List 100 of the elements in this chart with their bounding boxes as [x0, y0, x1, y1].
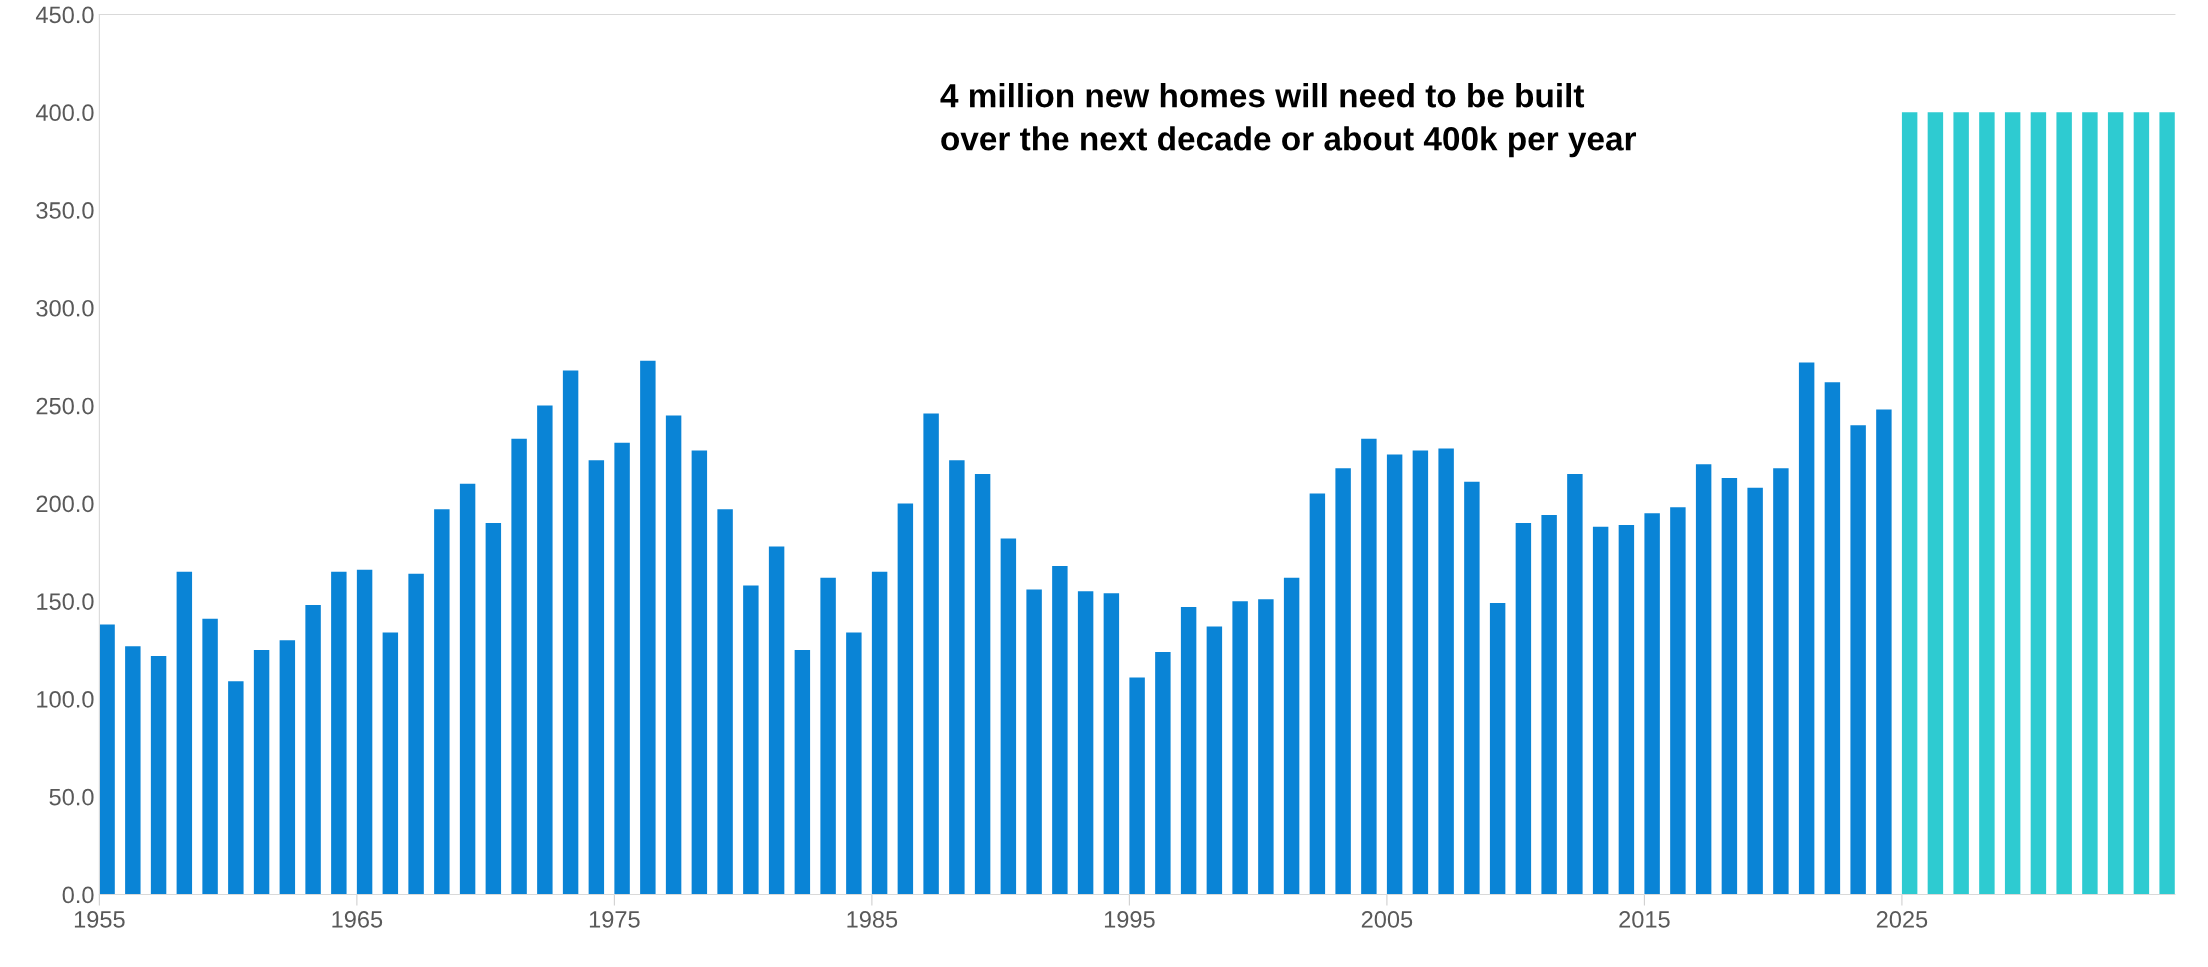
bar [1052, 565, 1068, 895]
bar [1309, 493, 1326, 895]
bar [1953, 112, 1969, 895]
bar [2107, 112, 2124, 895]
y-tick-label: 250.0 [36, 397, 94, 415]
bar [1850, 425, 1866, 895]
bar [768, 546, 785, 895]
bar [1335, 468, 1351, 895]
bar [1824, 382, 1841, 895]
bar [743, 585, 759, 895]
annotation: 4 million new homes will need to be built over the next decade or about 400k per year [940, 82, 1637, 158]
bar [974, 474, 991, 895]
bar [99, 624, 115, 895]
bar [640, 360, 656, 895]
bar [1258, 599, 1274, 895]
bar [1206, 626, 1223, 895]
bar [1386, 454, 1403, 895]
bar [1618, 524, 1635, 895]
y-tick-label: 350.0 [36, 202, 94, 219]
bar [1798, 362, 1815, 895]
bar [279, 640, 296, 895]
bar [614, 442, 630, 895]
bar [794, 650, 811, 895]
bar [1644, 513, 1660, 895]
bar [356, 569, 373, 895]
bar [382, 632, 399, 895]
bar [1129, 677, 1145, 895]
bar [511, 438, 527, 895]
bar [408, 573, 424, 895]
bar [537, 405, 553, 895]
bar [846, 632, 862, 895]
x-tick-label: 1955 [74, 911, 125, 928]
y-tick-label: 100.0 [37, 690, 94, 708]
bar [2133, 112, 2150, 895]
y-tick-label: 450.0 [35, 6, 94, 24]
bar [1103, 593, 1120, 895]
bar [1695, 464, 1712, 895]
bar [176, 571, 193, 895]
bar [1232, 601, 1248, 895]
x-tick-label: 2015 [1619, 911, 1670, 928]
bar [2056, 112, 2072, 895]
bar [1592, 526, 1609, 895]
bar [253, 650, 270, 895]
bar [1567, 474, 1583, 895]
bar [1180, 607, 1197, 895]
y-tick-label: 300.0 [36, 299, 94, 317]
x-tick-label: 2005 [1361, 911, 1413, 928]
bar [820, 577, 836, 895]
bar [923, 413, 939, 895]
bar [305, 605, 321, 895]
bar [2004, 112, 2021, 895]
bar [1927, 112, 1944, 895]
bar [150, 655, 167, 895]
y-tick-label: 150.0 [37, 593, 94, 610]
bar [459, 483, 476, 895]
bar [1155, 651, 1171, 895]
bar [897, 503, 914, 895]
bar [1361, 438, 1377, 895]
bar [588, 460, 605, 895]
y-tick-label: 400.0 [35, 104, 94, 122]
bar [665, 415, 682, 895]
bar [485, 522, 502, 895]
x-tick-label: 1975 [589, 911, 640, 928]
bar [1077, 591, 1094, 895]
bar [1000, 538, 1017, 895]
bar [1773, 468, 1789, 895]
bar [125, 646, 141, 895]
y-tick-label: 0.0 [62, 886, 94, 904]
x-tick-label: 2025 [1876, 911, 1928, 928]
y-tick-label: 50.0 [49, 788, 94, 806]
bar [1283, 577, 1300, 895]
x-tick-label: 1965 [332, 911, 383, 928]
bar [1901, 112, 1918, 895]
y-tick-label: 200.0 [36, 495, 94, 513]
bar [331, 571, 347, 895]
bar [1670, 507, 1686, 895]
bar [1464, 481, 1480, 895]
bar [1026, 589, 1042, 895]
x-tick-label: 1995 [1104, 911, 1155, 928]
bar [1747, 487, 1763, 895]
bar [691, 450, 708, 895]
bar [1489, 603, 1506, 895]
bar [228, 681, 244, 895]
bar [2159, 112, 2175, 895]
bar [871, 571, 888, 895]
bar [1438, 448, 1454, 895]
bar [717, 509, 733, 895]
bar [2082, 112, 2098, 895]
bar [562, 370, 579, 895]
bar [949, 460, 965, 895]
x-tick-label: 1985 [847, 911, 898, 928]
bar [1721, 477, 1738, 895]
bar [434, 509, 450, 895]
bar [1979, 112, 1995, 895]
bar [1515, 522, 1532, 895]
bar [1412, 450, 1429, 895]
bar [2030, 112, 2047, 895]
bar [1876, 409, 1892, 895]
bar [1541, 515, 1557, 895]
bar [202, 618, 218, 895]
